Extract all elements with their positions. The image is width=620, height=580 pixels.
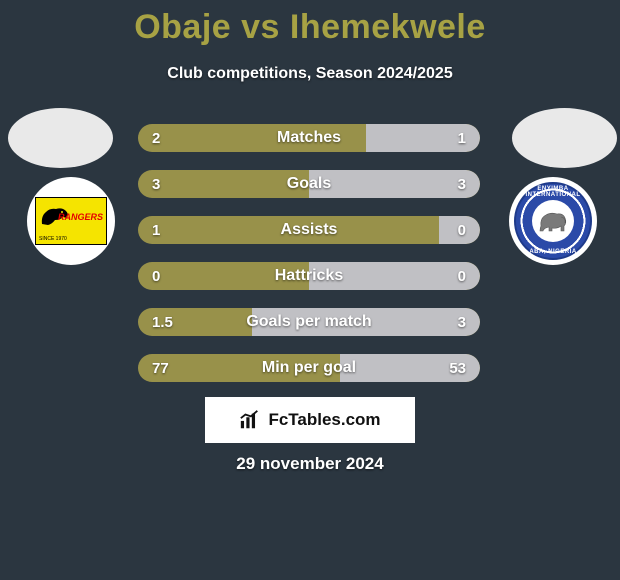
date-text: 29 november 2024: [0, 454, 620, 474]
stat-row: 00Hattricks: [138, 262, 480, 290]
stat-row: 10Assists: [138, 216, 480, 244]
enyimba-ring-top: ENYIMBA INTERNATIONAL: [516, 186, 590, 198]
page-title: Obaje vs Ihemekwele: [0, 0, 620, 47]
rangers-badge-inner: RANGERS SINCE 1970: [35, 197, 107, 245]
brand-pill[interactable]: FcTables.com: [205, 397, 415, 443]
stat-label: Matches: [138, 124, 480, 152]
stat-row: 7753Min per goal: [138, 354, 480, 382]
stat-row: 33Goals: [138, 170, 480, 198]
comparison-card: Obaje vs Ihemekwele Club competitions, S…: [0, 0, 620, 580]
rangers-badge-stub: SINCE 1970: [39, 236, 67, 242]
club-badge-left: RANGERS SINCE 1970: [27, 177, 115, 265]
subtitle: Club competitions, Season 2024/2025: [0, 65, 620, 83]
stat-label: Goals: [138, 170, 480, 198]
brand-text: FcTables.com: [268, 410, 380, 430]
stat-row: 21Matches: [138, 124, 480, 152]
player-left-avatar: [8, 108, 113, 168]
stat-label: Min per goal: [138, 354, 480, 382]
club-badge-right: ENYIMBA INTERNATIONAL ABA, NIGERIA: [509, 177, 597, 265]
stat-label: Goals per match: [138, 308, 480, 336]
stat-row: 1.53Goals per match: [138, 308, 480, 336]
enyimba-ring-bottom: ABA, NIGERIA: [516, 249, 590, 255]
elephant-icon-wrap: [532, 200, 574, 242]
comparison-bars: 21Matches 33Goals 10Assists 00Hattricks 1.53…: [138, 124, 480, 400]
stat-label: Assists: [138, 216, 480, 244]
player-left-name: Obaje: [134, 8, 231, 46]
elephant-icon: [537, 208, 569, 234]
enyimba-badge-inner: ENYIMBA INTERNATIONAL ABA, NIGERIA: [514, 182, 592, 260]
player-right-avatar: [512, 108, 617, 168]
stat-label: Hattricks: [138, 262, 480, 290]
player-right-name: Ihemekwele: [290, 8, 486, 46]
vs-separator: vs: [231, 8, 290, 46]
rangers-badge-text: RANGERS: [58, 212, 103, 222]
brand-chart-icon: [239, 409, 261, 431]
